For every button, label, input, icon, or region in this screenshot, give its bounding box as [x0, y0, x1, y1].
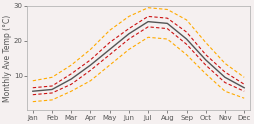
Y-axis label: Monthly Ave Temp (°C): Monthly Ave Temp (°C): [4, 15, 12, 102]
